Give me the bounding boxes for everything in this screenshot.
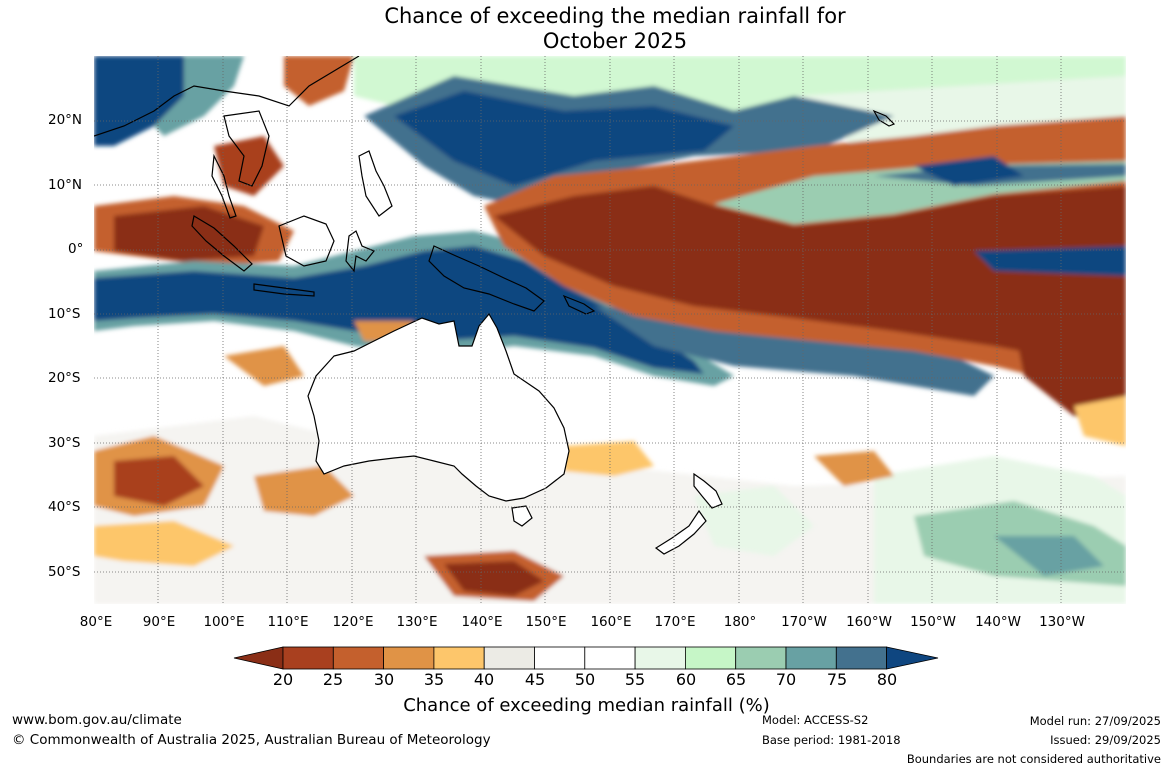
rainfall-map xyxy=(93,55,1126,604)
lon-label-110e: 110°E xyxy=(267,614,309,630)
graticule xyxy=(94,56,1126,604)
copyright-text: © Commonwealth of Australia 2025, Austra… xyxy=(12,732,491,748)
lon-label-140e: 140°E xyxy=(461,614,503,630)
lat-label-20s: 20°S xyxy=(48,370,81,386)
lon-label-100e: 100°E xyxy=(203,614,245,630)
base-period-text: Base period: 1981-2018 xyxy=(762,733,901,747)
australia-landmass xyxy=(307,312,570,502)
lat-label-40s: 40°S xyxy=(48,499,81,515)
rainfall-field xyxy=(94,56,1126,604)
tasmania xyxy=(511,505,533,527)
colorbar-band-55-60 xyxy=(634,646,686,670)
colorbar xyxy=(233,646,939,670)
model-run-text: Model run: 27/09/2025 xyxy=(1029,714,1161,728)
new-zealand-south xyxy=(654,509,707,555)
malay-peninsula xyxy=(211,153,237,219)
lon-label-180: 180° xyxy=(723,614,757,630)
new-zealand-north xyxy=(693,472,723,509)
philippines xyxy=(358,150,393,217)
hawaii xyxy=(872,109,896,127)
colorbar-tick-40: 40 xyxy=(473,670,495,689)
colorbar-band-30-35 xyxy=(383,646,435,670)
colorbar-above-80 xyxy=(886,646,939,670)
sulawesi xyxy=(345,230,375,273)
borneo xyxy=(278,215,335,267)
colorbar-tick-75: 75 xyxy=(826,670,848,689)
colorbar-band-20-25 xyxy=(282,646,334,670)
asia-coast xyxy=(93,55,360,137)
colorbar-tick-35: 35 xyxy=(423,670,445,689)
lon-label-150e: 150°E xyxy=(525,614,567,630)
sumatra xyxy=(191,215,253,272)
lon-label-130w: 130°W xyxy=(1039,614,1085,630)
map-canvas xyxy=(93,55,1126,604)
title-line-2: October 2025 xyxy=(542,29,688,53)
colorbar-tick-45: 45 xyxy=(524,670,546,689)
lat-label-10s: 10°S xyxy=(48,306,81,322)
colorbar-tick-25: 25 xyxy=(322,670,344,689)
colorbar-tick-60: 60 xyxy=(675,670,697,689)
website-link[interactable]: www.bom.gov.au/climate xyxy=(12,712,182,728)
lat-label-50s: 50°S xyxy=(48,564,81,580)
lat-label-0: 0° xyxy=(68,241,84,257)
colorbar-band-70-75 xyxy=(785,646,837,670)
lon-label-170w: 170°W xyxy=(781,614,827,630)
java xyxy=(253,283,315,297)
coastlines xyxy=(93,55,896,555)
colorbar-band-35-40 xyxy=(433,646,485,670)
disclaimer-text: Boundaries are not considered authoritat… xyxy=(906,752,1161,766)
lon-label-140w: 140°W xyxy=(975,614,1021,630)
colorbar-tick-55: 55 xyxy=(624,670,646,689)
colorbar-label: Chance of exceeding median rainfall (%) xyxy=(403,695,770,716)
colorbar-band-45-50 xyxy=(534,646,586,670)
lat-label-20n: 20°N xyxy=(48,112,83,128)
lat-label-10n: 10°N xyxy=(48,177,83,193)
colorbar-band-25-30 xyxy=(332,646,385,670)
issued-text: Issued: 29/09/2025 xyxy=(1050,733,1161,747)
new-guinea xyxy=(428,245,545,312)
colorbar-band-65-70 xyxy=(735,646,787,670)
lon-label-160e: 160°E xyxy=(590,614,632,630)
colorbar-below-20 xyxy=(233,646,284,670)
lon-label-160w: 160°W xyxy=(846,614,892,630)
colorbar-band-50-55 xyxy=(584,646,636,670)
lat-label-30s: 30°S xyxy=(48,435,81,451)
indochina xyxy=(223,110,270,187)
colorbar-tick-70: 70 xyxy=(775,670,797,689)
colorbar-tick-20: 20 xyxy=(272,670,294,689)
colorbar-tick-50: 50 xyxy=(574,670,596,689)
lon-label-80e: 80°E xyxy=(79,614,113,630)
lon-label-130e: 130°E xyxy=(396,614,438,630)
lon-label-120e: 120°E xyxy=(332,614,374,630)
colorbar-band-60-65 xyxy=(684,646,737,670)
colorbar-tick-80: 80 xyxy=(876,670,898,689)
colorbar-tick-65: 65 xyxy=(725,670,747,689)
model-text: Model: ACCESS-S2 xyxy=(762,713,869,727)
map-title: Chance of exceeding the median rainfall … xyxy=(0,4,1173,54)
colorbar-band-75-80 xyxy=(835,646,887,670)
lon-label-90e: 90°E xyxy=(142,614,176,630)
colorbar-tick-30: 30 xyxy=(373,670,395,689)
title-line-1: Chance of exceeding the median rainfall … xyxy=(384,4,846,28)
lon-label-150w: 150°W xyxy=(910,614,956,630)
colorbar-band-40-45 xyxy=(483,646,535,670)
solomon-islands xyxy=(562,294,596,315)
lon-label-170e: 170°E xyxy=(654,614,696,630)
